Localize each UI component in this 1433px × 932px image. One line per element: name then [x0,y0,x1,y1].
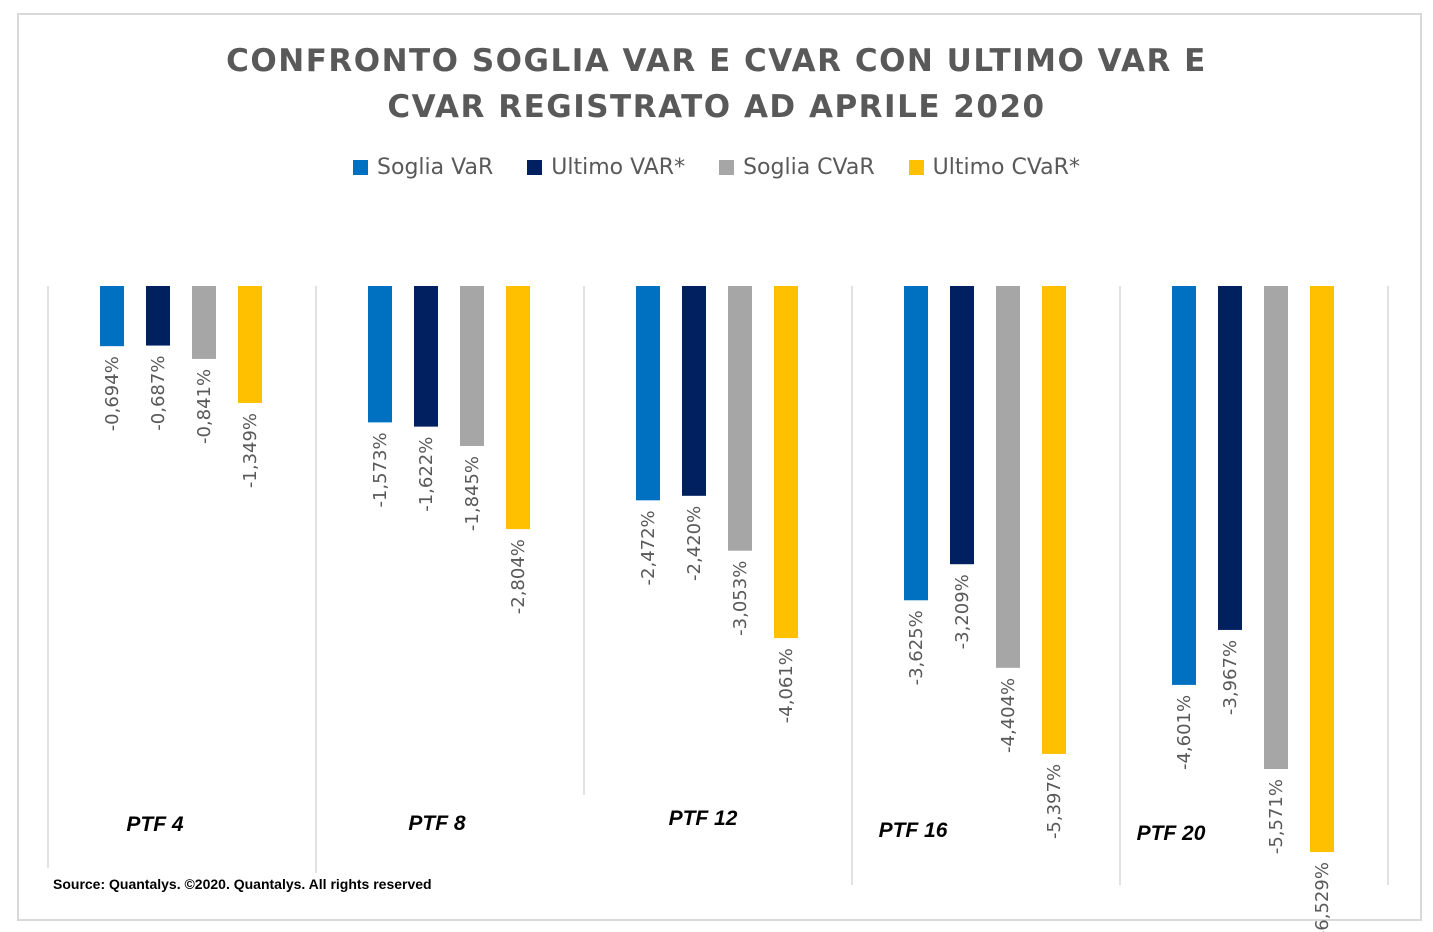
legend-swatch-soglia-cvar [719,160,735,175]
legend-swatch-ultimo-cvar [908,160,924,175]
bar-ultimo-cvar-ptf-16 [1042,286,1066,754]
bar-ultimo-cvar-ptf-12 [774,286,798,639]
data-label-ultimo-cvar-ptf-8: -2,804% [508,539,529,614]
bar-ultimo-var-ptf-8 [414,286,438,427]
chart-legend: Soglia VaR Ultimo VAR* Soglia CVaR Ultim… [0,155,1433,180]
data-label-soglia-var-ptf-8: -1,573% [370,432,391,507]
data-label-ultimo-var-ptf-4: -0,687% [148,356,169,431]
data-label-ultimo-var-ptf-16: -3,209% [952,574,973,649]
data-label-ultimo-var-ptf-20: -3,967% [1220,640,1241,715]
bar-soglia-cvar-ptf-12 [728,286,752,551]
data-label-soglia-cvar-ptf-12: -3,053% [730,561,751,636]
data-label-ultimo-cvar-ptf-4: -1,349% [240,413,261,488]
data-label-ultimo-cvar-ptf-16: -5,397% [1044,764,1065,839]
legend-swatch-soglia-var [353,160,369,175]
bar-ultimo-var-ptf-16 [950,286,974,565]
data-label-soglia-var-ptf-12: -2,472% [638,510,659,585]
data-label-ultimo-cvar-ptf-20: -6,529% [1312,862,1333,932]
bar-soglia-cvar-ptf-20 [1264,286,1288,770]
legend-label-soglia-var: Soglia VaR [377,155,494,180]
category-label-ptf-8: PTF 8 [408,812,465,835]
legend-swatch-ultimo-var [527,160,543,175]
legend-label-soglia-cvar: Soglia CVaR [743,155,875,180]
legend-item-soglia-cvar: Soglia CVaR [719,155,875,180]
bar-soglia-cvar-ptf-16 [996,286,1020,668]
bar-soglia-var-ptf-4 [100,286,124,347]
data-label-soglia-cvar-ptf-16: -4,404% [998,678,1019,753]
chart-title-line-2: CVAR REGISTRATO AD APRILE 2020 [387,89,1046,125]
data-label-ultimo-var-ptf-8: -1,622% [416,437,437,512]
chart-title: CONFRONTO SOGLIA VAR E CVAR CON ULTIMO V… [0,38,1433,130]
category-label-ptf-16: PTF 16 [879,819,948,842]
legend-item-ultimo-var: Ultimo VAR* [527,155,685,180]
data-label-soglia-var-ptf-4: -0,694% [102,356,123,431]
data-label-soglia-var-ptf-20: -4,601% [1174,695,1195,770]
bar-ultimo-cvar-ptf-4 [238,286,262,403]
data-label-ultimo-cvar-ptf-12: -4,061% [776,648,797,723]
bar-soglia-var-ptf-12 [636,286,660,501]
data-label-soglia-cvar-ptf-4: -0,841% [194,369,215,444]
data-label-soglia-cvar-ptf-8: -1,845% [462,456,483,531]
bar-soglia-var-ptf-8 [368,286,392,423]
bar-soglia-cvar-ptf-4 [192,286,216,359]
bar-ultimo-var-ptf-12 [682,286,706,496]
source-note: Source: Quantalys. ©2020. Quantalys. All… [53,876,432,892]
legend-label-ultimo-cvar: Ultimo CVaR* [932,155,1080,180]
bar-ultimo-var-ptf-4 [146,286,170,346]
legend-item-soglia-var: Soglia VaR [353,155,493,180]
category-label-ptf-20: PTF 20 [1137,822,1206,845]
bar-ultimo-var-ptf-20 [1218,286,1242,630]
bar-ultimo-cvar-ptf-20 [1310,286,1334,853]
legend-item-ultimo-cvar: Ultimo CVaR* [908,155,1080,180]
data-label-ultimo-var-ptf-12: -2,420% [684,506,705,581]
data-label-soglia-cvar-ptf-20: -5,571% [1266,779,1287,854]
legend-label-ultimo-var: Ultimo VAR* [551,155,686,180]
category-label-ptf-12: PTF 12 [669,807,738,830]
data-label-soglia-var-ptf-16: -3,625% [906,610,927,685]
chart-title-line-1: CONFRONTO SOGLIA VAR E CVAR CON ULTIMO V… [226,43,1207,79]
category-label-ptf-4: PTF 4 [126,813,183,836]
bar-soglia-cvar-ptf-8 [460,286,484,446]
bar-soglia-var-ptf-20 [1172,286,1196,685]
bar-ultimo-cvar-ptf-8 [506,286,530,530]
bar-soglia-var-ptf-16 [904,286,928,601]
